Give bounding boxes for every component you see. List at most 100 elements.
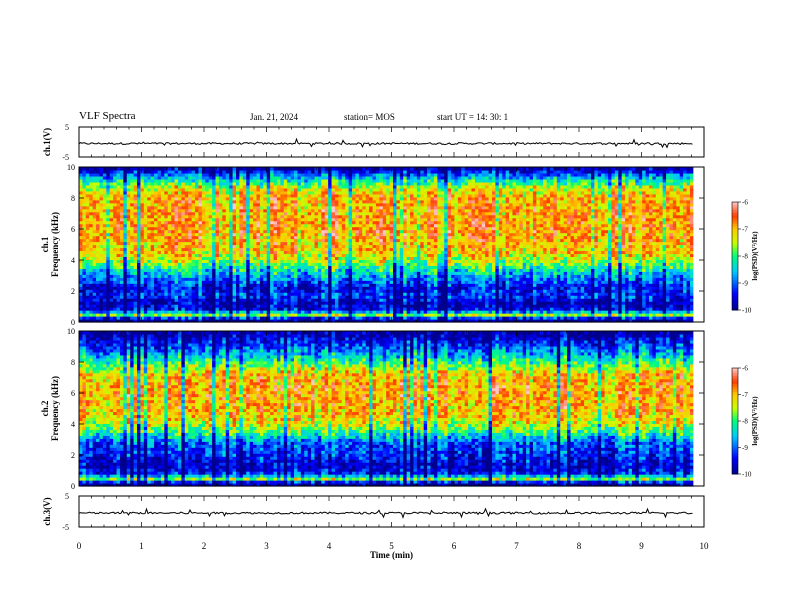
colorbar-cell-ch2 bbox=[732, 402, 738, 406]
colorbar-cell-ch2 bbox=[732, 463, 738, 467]
colorbar-cell-ch1 bbox=[732, 264, 738, 268]
x-tick-label-9: 9 bbox=[639, 541, 644, 551]
x-axis-label: Time (min) bbox=[370, 550, 413, 560]
x-tick-label-3: 3 bbox=[264, 541, 269, 551]
y-label-ch2-line2: Frequency (kHz) bbox=[50, 376, 60, 441]
y-tick-label-ch2-8: 8 bbox=[71, 358, 75, 367]
colorbar-cell-ch2 bbox=[732, 436, 738, 441]
colorbar-cell-ch1 bbox=[732, 266, 738, 270]
colorbar-cell-ch2 bbox=[732, 444, 738, 448]
colorbar-cell-ch2 bbox=[732, 471, 738, 475]
colorbar-label-ch2: log(PSD)(V²/Hz) bbox=[751, 396, 759, 446]
colorbar-cell-ch2 bbox=[732, 397, 738, 401]
colorbar-cell-ch1 bbox=[732, 226, 738, 230]
colorbar-label-ch1: log(PSD)(V²/Hz) bbox=[751, 231, 759, 281]
colorbar-cell-ch1 bbox=[732, 202, 738, 206]
y-tick-label-ch.3(V)-5: 5 bbox=[65, 492, 69, 501]
colorbar-cell-ch2 bbox=[732, 368, 738, 372]
colorbar-cell-ch2 bbox=[732, 370, 738, 374]
colorbar-cell-ch1 bbox=[732, 212, 738, 216]
colorbar-cell-ch2 bbox=[732, 442, 738, 446]
figure-start-time: start UT = 14: 30: 1 bbox=[437, 112, 509, 122]
colorbar-cell-ch1 bbox=[732, 272, 738, 276]
y-label-ch1-line1: ch.1 bbox=[40, 236, 50, 252]
colorbar-cell-ch2 bbox=[732, 413, 738, 417]
y-label-ch.1(V): ch.1(V) bbox=[42, 128, 52, 156]
colorbar-cell-ch2 bbox=[732, 373, 738, 377]
x-tick-label-1: 1 bbox=[139, 541, 144, 551]
colorbar-cell-ch1 bbox=[732, 210, 738, 214]
colorbar-cell-ch1 bbox=[732, 215, 738, 219]
colorbar-cell-ch1 bbox=[732, 288, 738, 292]
colorbar-tick-label-ch1--10: -10 bbox=[742, 307, 752, 315]
waveform-line-ch.3(V) bbox=[78, 507, 693, 519]
colorbar-cell-ch2 bbox=[732, 394, 738, 398]
colorbar-cell-ch1 bbox=[732, 293, 738, 297]
colorbar-cell-ch1 bbox=[732, 253, 738, 257]
colorbar-cell-ch1 bbox=[732, 285, 738, 289]
colorbar-cell-ch1 bbox=[732, 283, 738, 287]
colorbar-cell-ch2 bbox=[732, 450, 738, 454]
colorbar-tick-label-ch2--6: -6 bbox=[742, 365, 748, 373]
colorbar-cell-ch1 bbox=[732, 291, 738, 295]
x-tick-label-4: 4 bbox=[327, 541, 332, 551]
colorbar-cell-ch2 bbox=[732, 455, 738, 459]
colorbar-cell-ch2 bbox=[732, 466, 738, 470]
colorbar-cell-ch2 bbox=[732, 375, 738, 380]
colorbar-cell-ch1 bbox=[732, 269, 738, 273]
colorbar-cell-ch2 bbox=[732, 378, 738, 382]
y-tick-label-ch2-0: 0 bbox=[71, 482, 75, 491]
colorbar-cell-ch1 bbox=[732, 261, 738, 265]
colorbar-tick-label-ch1--9: -9 bbox=[742, 280, 748, 288]
x-tick-label-7: 7 bbox=[514, 541, 519, 551]
y-tick-label-ch.1(V)-5: 5 bbox=[65, 123, 69, 132]
colorbar-cell-ch1 bbox=[732, 277, 738, 281]
colorbar-cell-ch2 bbox=[732, 468, 738, 472]
heatmap-nodata-2 bbox=[693, 331, 704, 486]
figure-date: Jan. 21, 2024 bbox=[250, 112, 298, 122]
colorbar-cell-ch1 bbox=[732, 242, 738, 246]
colorbar-cell-ch2 bbox=[732, 418, 738, 422]
colorbar-cell-ch2 bbox=[732, 458, 738, 462]
colorbar-tick-label-ch2--8: -8 bbox=[742, 418, 748, 426]
x-tick-label-6: 6 bbox=[452, 541, 457, 551]
colorbar-cell-ch1 bbox=[732, 256, 738, 260]
x-tick-label-0: 0 bbox=[77, 541, 82, 551]
colorbar-cell-ch1 bbox=[732, 234, 738, 238]
waveform-line-ch.1(V) bbox=[78, 137, 693, 149]
x-tick-label-8: 8 bbox=[577, 541, 582, 551]
colorbar-cell-ch2 bbox=[732, 383, 738, 388]
colorbar-cell-ch1 bbox=[732, 247, 738, 252]
colorbar-cell-ch2 bbox=[732, 434, 738, 438]
colorbar-cell-ch1 bbox=[732, 280, 738, 284]
colorbar-cell-ch1 bbox=[732, 301, 738, 306]
y-tick-label-ch1-2: 2 bbox=[71, 287, 75, 296]
y-tick-label-ch2-10: 10 bbox=[67, 327, 75, 336]
colorbar-cell-ch1 bbox=[732, 207, 738, 211]
colorbar-cell-ch2 bbox=[732, 410, 738, 414]
figure-title: VLF Spectra bbox=[79, 110, 136, 122]
colorbar-cell-ch1 bbox=[732, 237, 738, 241]
colorbar-cell-ch2 bbox=[732, 389, 738, 393]
y-tick-label-ch1-4: 4 bbox=[71, 256, 75, 265]
colorbar-cell-ch2 bbox=[732, 405, 738, 409]
colorbar-cell-ch2 bbox=[732, 415, 738, 419]
heatmap-cells-ch1 bbox=[79, 167, 694, 323]
y-tick-label-ch1-10: 10 bbox=[67, 163, 75, 172]
y-label-ch2-line1: ch.2 bbox=[40, 400, 50, 416]
heatmap-cells-ch2 bbox=[79, 331, 694, 487]
colorbar-cell-ch2 bbox=[732, 431, 738, 435]
colorbar-cell-ch2 bbox=[732, 421, 738, 425]
colorbar-cell-ch2 bbox=[732, 447, 738, 451]
colorbar-cell-ch1 bbox=[732, 250, 738, 254]
colorbar-cell-ch2 bbox=[732, 452, 738, 456]
colorbar-cell-ch1 bbox=[732, 258, 738, 262]
colorbar-cell-ch1 bbox=[732, 218, 738, 222]
y-tick-label-ch2-2: 2 bbox=[71, 451, 75, 460]
y-tick-label-ch.1(V)--5: -5 bbox=[62, 153, 69, 162]
colorbar-cell-ch1 bbox=[732, 204, 738, 208]
colorbar-cell-ch2 bbox=[732, 381, 738, 385]
y-tick-label-ch1-0: 0 bbox=[71, 318, 75, 327]
